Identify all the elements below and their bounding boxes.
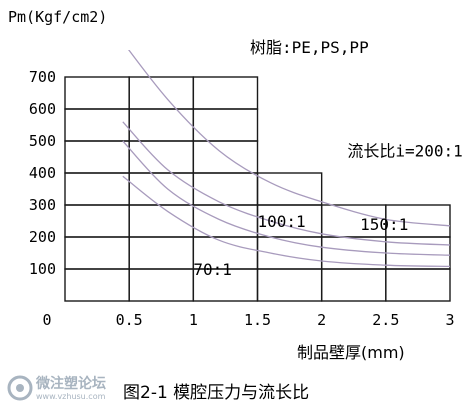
grid	[64, 76, 451, 302]
grid-cell	[64, 236, 130, 270]
x-tick-label: 2.5	[372, 311, 399, 329]
y-tick-label: 300	[29, 196, 56, 214]
y-tick-label: 600	[29, 100, 56, 118]
grid-cell	[192, 76, 259, 110]
grid-cell	[256, 268, 323, 302]
grid-cell	[128, 236, 195, 270]
series-line-200-1	[128, 50, 451, 227]
x-tick-label: 0.5	[116, 311, 143, 329]
y-tick-label: 700	[29, 68, 56, 86]
x-tick-labels: 0 0.5 1 1.5 2 2.5 3	[42, 311, 454, 329]
curves	[122, 50, 451, 268]
grid-cell	[64, 140, 130, 174]
grid-cell	[256, 172, 323, 206]
grid-cell	[385, 204, 451, 238]
annotations: 流长比i=200:1 150:1 100:1 70:1	[193, 142, 462, 279]
watermark-name: 微注塑论坛	[35, 375, 106, 392]
y-axis-label: Pm(Kgf/cm2)	[8, 8, 107, 26]
x-tick-label: 1	[189, 311, 198, 329]
figure-caption: 图2-1 模腔压力与流长比	[123, 383, 309, 403]
watermark-logo-dot	[16, 384, 24, 392]
grid-cell	[64, 172, 130, 206]
x-tick-label: 3	[445, 311, 454, 329]
grid-cell	[64, 108, 130, 142]
watermark: 微注塑论坛 www.vzhusu.com	[7, 375, 106, 401]
grid-cell	[128, 76, 195, 110]
grid-cell	[128, 108, 195, 142]
grid-cell	[320, 268, 387, 302]
chart-title: 树脂:PE,PS,PP	[250, 38, 369, 57]
grid-cell	[64, 204, 130, 238]
grid-cell	[128, 268, 195, 302]
grid-cell	[64, 76, 130, 110]
y-tick-label: 400	[29, 164, 56, 182]
y-tick-labels: 100 200 300 400 500 600 700	[29, 68, 56, 278]
watermark-url: www.vzhusu.com	[36, 392, 106, 401]
annotation-1: 流长比i=200:1	[347, 142, 462, 161]
grid-cell	[385, 268, 451, 302]
annotation-4: 70:1	[193, 260, 232, 279]
annotation-3: 100:1	[258, 212, 306, 231]
grid-cell	[64, 268, 130, 302]
grid-cell	[192, 140, 259, 174]
grid-cell	[192, 172, 259, 206]
x-axis-label: 制品壁厚(mm)	[297, 343, 405, 362]
series-line-70-1	[122, 175, 451, 268]
y-tick-label: 500	[29, 132, 56, 150]
x-tick-label: 2	[317, 311, 326, 329]
series-line-100-1	[122, 140, 451, 256]
watermark-logo-icon	[7, 375, 33, 401]
grid-cell	[128, 140, 195, 174]
annotation-2: 150:1	[360, 215, 408, 234]
x-tick-label: 0	[42, 311, 51, 329]
series-line-150-1	[122, 121, 451, 246]
x-tick-label: 1.5	[244, 311, 271, 329]
y-tick-label: 100	[29, 260, 56, 278]
y-tick-label: 200	[29, 228, 56, 246]
